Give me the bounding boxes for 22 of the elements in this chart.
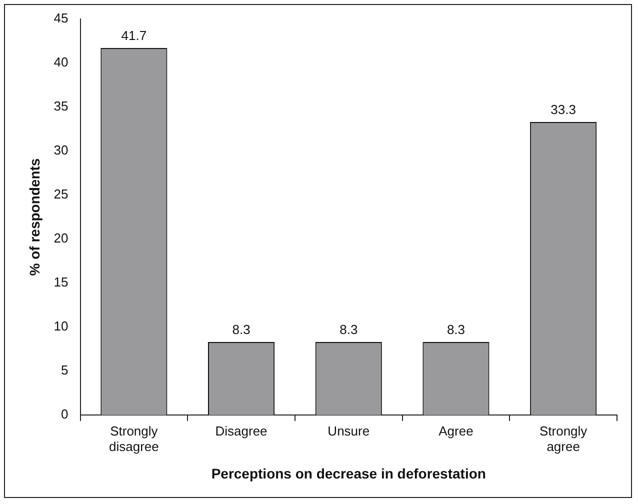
y-axis-title: % of respondents — [26, 158, 42, 276]
x-tick-label: Strongly disagree — [108, 423, 159, 454]
x-tick-label: Unsure — [328, 423, 370, 438]
x-tick-label: Strongly agree — [539, 423, 588, 454]
y-tick-label: 30 — [54, 142, 68, 158]
y-tick-label: 45 — [54, 10, 68, 26]
x-axis-title: Perceptions on decrease in deforestation — [211, 465, 486, 482]
y-tick-label: 0 — [61, 406, 68, 422]
data-label: 8.3 — [232, 322, 250, 338]
data-label: 41.7 — [121, 28, 147, 44]
x-tick-label: Agree — [438, 423, 474, 438]
y-tick-label: 10 — [54, 318, 68, 334]
y-tick-label: 25 — [54, 186, 68, 202]
data-label: 8.3 — [340, 322, 358, 338]
y-tick-label: 20 — [54, 230, 68, 246]
x-tick-label: Disagree — [215, 423, 268, 438]
y-tick-label: 15 — [54, 274, 68, 290]
y-tick-label: 35 — [54, 98, 68, 114]
y-tick-label: 5 — [61, 362, 68, 378]
y-tick-label: 40 — [54, 54, 68, 70]
data-label: 8.3 — [446, 322, 466, 338]
data-label: 33.3 — [550, 102, 576, 118]
